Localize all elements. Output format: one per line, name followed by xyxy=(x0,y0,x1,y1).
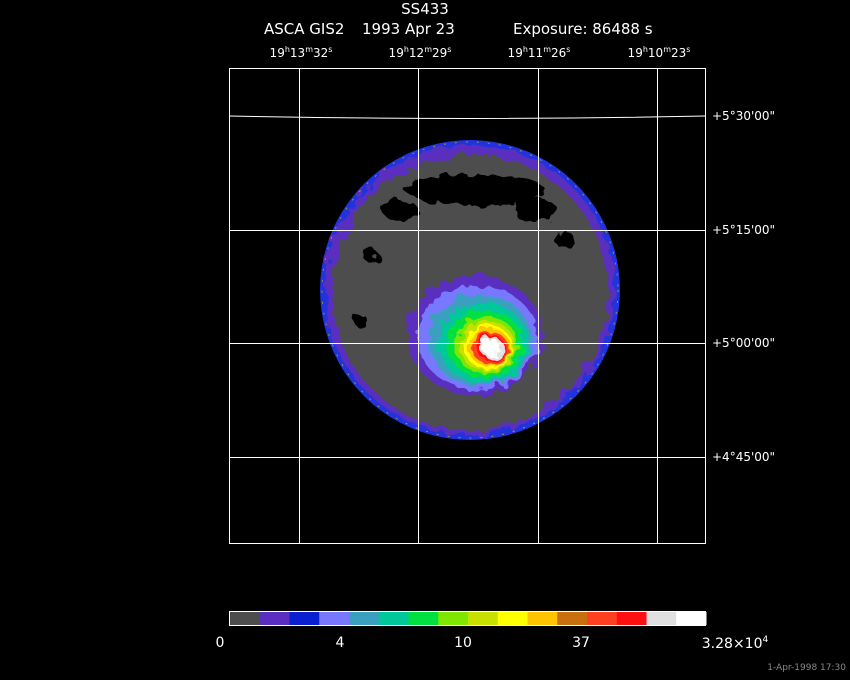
colorbar-swatch xyxy=(616,612,647,625)
colorbar-swatch xyxy=(378,612,409,625)
color-bar xyxy=(230,612,707,625)
colorbar-swatch xyxy=(289,612,320,625)
colorbar-swatch xyxy=(438,612,469,625)
colorbar-swatch xyxy=(408,612,439,625)
colorbar-label: 0 xyxy=(215,635,225,651)
colorbar-swatch xyxy=(676,612,707,625)
color-bar-border xyxy=(229,611,706,626)
plot-border xyxy=(229,68,706,544)
dec-gridline xyxy=(228,115,706,119)
colorbar-label: 3.28×104 xyxy=(701,635,769,652)
instrument-label: ASCA GIS2 xyxy=(264,20,345,38)
colorbar-label: 37 xyxy=(572,635,590,651)
ra-tick-label: 19h10m23s xyxy=(627,45,691,60)
object-title: SS433 xyxy=(401,0,449,18)
colorbar-swatch xyxy=(230,612,261,625)
ra-tick-label: 19h11m26s xyxy=(507,45,571,60)
ra-tick-label: 19h13m32s xyxy=(269,45,333,60)
dec-tick-label: +5°00'00" xyxy=(712,336,776,350)
colorbar-swatch xyxy=(259,612,290,625)
dec-tick-label: +4°45'00" xyxy=(712,450,776,464)
exposure-label: Exposure: 86488 s xyxy=(513,20,653,38)
colorbar-swatch xyxy=(527,612,558,625)
colorbar-swatch xyxy=(468,612,499,625)
coordinate-grid xyxy=(228,68,706,543)
colorbar-swatch xyxy=(319,612,350,625)
colorbar-label: 4 xyxy=(335,635,345,651)
observation-date: 1993 Apr 23 xyxy=(362,20,455,38)
colorbar-swatch xyxy=(557,612,588,625)
xray-image xyxy=(320,140,620,440)
colorbar-swatch xyxy=(497,612,528,625)
dec-tick-label: +5°15'00" xyxy=(712,223,776,237)
colorbar-swatch xyxy=(349,612,380,625)
ra-tick-label: 19h12m29s xyxy=(388,45,452,60)
rim-halo xyxy=(321,141,619,439)
colorbar-label: 10 xyxy=(454,635,472,651)
colorbar-swatch xyxy=(587,612,618,625)
timestamp: 1-Apr-1998 17:30 xyxy=(767,663,846,673)
colorbar-swatch xyxy=(646,612,677,625)
dec-tick-label: +5°30'00" xyxy=(712,109,776,123)
